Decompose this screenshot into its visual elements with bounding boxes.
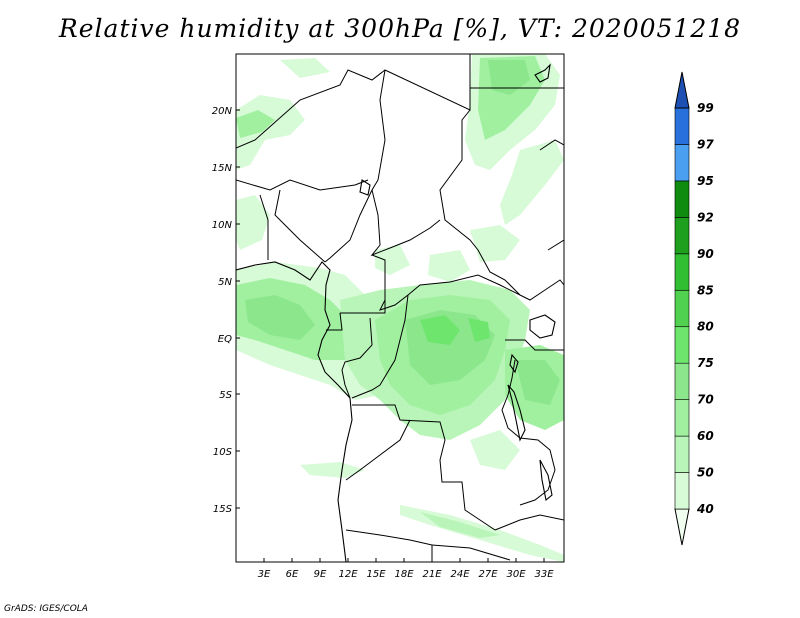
colorbar-segment: [674, 107, 690, 145]
coastline: [236, 261, 353, 562]
colorbar-segment: [674, 362, 690, 400]
humidity-area: [236, 110, 275, 138]
colorbar-level-label: 92: [697, 210, 714, 224]
map-title: Relative humidity at 300hPa [%], VT: 202…: [58, 14, 742, 43]
humidity-area: [428, 250, 470, 282]
country-border: [340, 300, 386, 314]
colorbar-segment: [674, 217, 690, 255]
colorbar-segment: [674, 435, 690, 473]
lon-label: 33E: [534, 569, 554, 580]
colorbar-segment: [674, 472, 690, 510]
lake-victoria: [529, 314, 556, 339]
red-sea-coast: [534, 63, 551, 83]
colorbar-level-label: 80: [697, 320, 714, 334]
longitude-axis: 3E 6E 9E 12E 15E 18E 21E 24E 27E 30E 33E: [258, 558, 554, 580]
country-border: [326, 312, 343, 331]
humidity-area: [280, 58, 330, 78]
lon-label: 30E: [506, 569, 526, 580]
humidity-area: [488, 60, 530, 95]
colorbar-level-label: 60: [697, 429, 714, 443]
credit-text: GrADS: IGES/COLA: [4, 604, 88, 614]
country-border: [494, 514, 564, 531]
colorbar: 40 50 60 70 75 80 85 90 92 95 97 99: [674, 71, 714, 546]
humidity-area: [470, 430, 520, 470]
humidity-area: [500, 140, 564, 225]
humidity-field: [236, 54, 564, 562]
country-border: [351, 294, 409, 399]
lat-label: 5S: [219, 390, 232, 401]
country-border: [236, 54, 471, 149]
lat-label: 10N: [212, 220, 233, 231]
colorbar-level-label: 85: [697, 283, 714, 297]
latitude-axis: 20N 15N 10N 5N EQ 5S 10S 15S: [212, 106, 240, 515]
humidity-area: [420, 315, 460, 345]
country-border: [274, 189, 326, 263]
country-border: [439, 109, 521, 296]
colorbar-segment: [674, 289, 690, 328]
country-border: [370, 69, 441, 257]
lon-label: 27E: [478, 569, 498, 580]
humidity-area: [245, 295, 315, 340]
colorbar-segment: [674, 144, 690, 182]
colorbar-segment: [674, 253, 690, 291]
lake-malawi: [539, 459, 553, 502]
colorbar-level-label: 70: [697, 393, 714, 407]
colorbar-level-label: 97: [697, 137, 714, 151]
country-border: [236, 179, 369, 191]
humidity-area: [470, 225, 520, 262]
colorbar-low-arrow: [674, 508, 690, 546]
humidity-area: [300, 462, 365, 478]
lat-label: 5N: [218, 277, 232, 288]
colorbar-level-label: 50: [697, 466, 714, 480]
colorbar-level-label: 40: [696, 502, 714, 516]
lon-label: 6E: [286, 569, 299, 580]
country-border: [259, 194, 269, 260]
country-border: [352, 404, 496, 531]
lake-tanganyika: [507, 384, 526, 442]
country-border: [519, 279, 564, 301]
colorbar-segment: [674, 399, 690, 437]
country-border: [539, 139, 564, 151]
colorbar-high-arrow: [674, 71, 690, 109]
colorbar-segment: [674, 180, 690, 218]
country-border: [505, 339, 564, 351]
lon-label: 12E: [338, 569, 358, 580]
colorbar-level-label: 99: [697, 101, 714, 115]
map-frame: [235, 53, 565, 563]
lat-label: EQ: [218, 334, 232, 345]
country-border: [431, 544, 511, 561]
humidity-area: [515, 360, 560, 405]
humidity-area: [468, 318, 490, 342]
lat-label: 15S: [213, 504, 233, 515]
lon-label: 18E: [394, 569, 414, 580]
lat-label: 10S: [213, 447, 233, 458]
lat-label: 20N: [212, 106, 233, 117]
lon-label: 3E: [258, 569, 271, 580]
country-border: [345, 419, 411, 481]
lat-label: 15N: [212, 163, 233, 174]
humidity-area: [236, 195, 270, 250]
map-boundaries: [236, 54, 564, 562]
lake-chad: [359, 179, 371, 196]
country-border: [501, 359, 556, 506]
lon-label: 21E: [422, 569, 442, 580]
colorbar-level-label: 75: [697, 356, 714, 370]
colorbar-segment: [674, 326, 690, 364]
country-border: [547, 239, 564, 251]
humidity-area: [420, 512, 500, 538]
colorbar-level-label: 90: [697, 247, 714, 261]
humidity-area: [375, 245, 410, 275]
lake-kivu: [509, 353, 519, 374]
colorbar-level-label: 95: [697, 174, 714, 188]
lon-label: 9E: [314, 569, 327, 580]
country-border: [345, 529, 433, 546]
lon-label: 24E: [450, 569, 470, 580]
country-border: [324, 189, 373, 263]
country-border: [341, 317, 373, 399]
lon-label: 15E: [366, 569, 386, 580]
